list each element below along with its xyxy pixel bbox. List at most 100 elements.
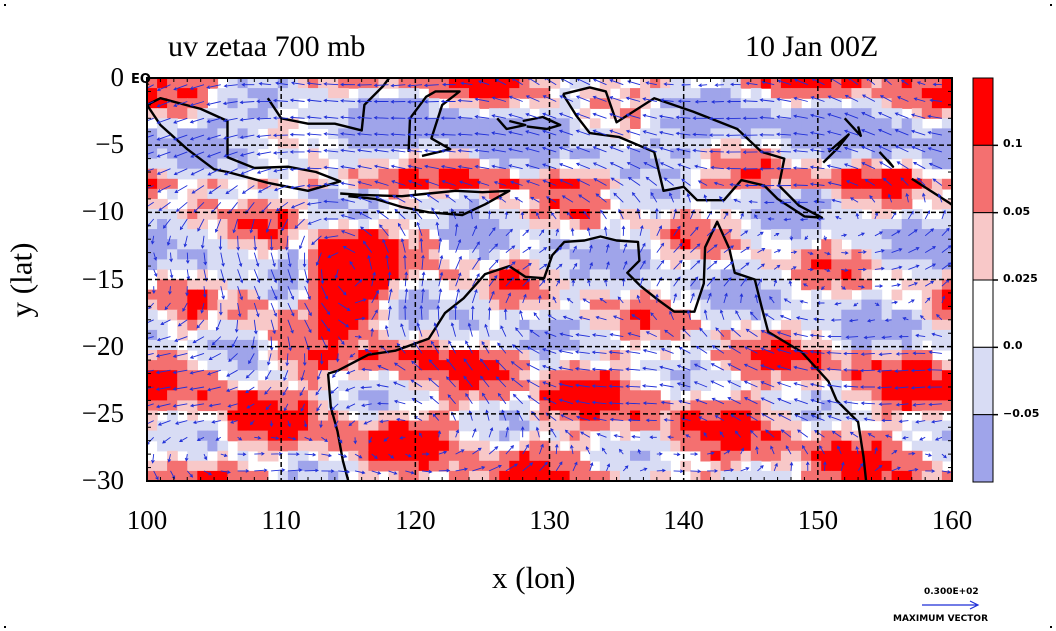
field-cell [680,178,691,190]
field-cell [660,430,671,442]
wind-vector [850,197,859,203]
wind-vector [793,365,808,371]
field-cell [247,390,259,401]
wind-vector [934,436,943,441]
field-cell [348,460,359,472]
field-cell [589,259,601,271]
wind-vector [656,259,665,270]
field-cell [680,420,691,432]
field-cell [579,188,591,200]
field-cell [730,269,742,281]
field-cell [821,239,832,250]
field-cell [881,299,893,311]
wind-vector [895,352,909,356]
field-cell [287,198,299,210]
field-cell [177,470,188,481]
field-cell [489,289,500,301]
wind-vector [522,462,534,472]
field-cell [559,269,571,281]
wind-vector [658,114,674,119]
wind-vector [430,340,440,354]
field-cell [277,118,289,129]
field-cell [267,440,279,452]
wind-vector [156,336,171,342]
field-cell [308,209,319,220]
field-cell [458,370,470,381]
field-cell [710,118,722,129]
field-cell [851,450,863,462]
wind-vector [894,369,909,373]
field-cell [670,269,681,281]
field-cell [358,148,369,160]
field-cell [921,319,933,331]
field-cell [569,239,581,250]
wind-vector [495,359,507,371]
field-cell [750,350,762,361]
field-cell [871,239,883,250]
wind-vector [270,269,278,284]
field-cell [388,168,400,180]
wind-vector [919,315,926,321]
wind-vector [592,146,607,153]
field-cell [157,118,168,129]
wind-vector [792,166,808,170]
field-cell [157,78,168,89]
field-cell [780,279,792,291]
field-cell [891,329,903,341]
field-cell [760,470,772,481]
wind-vector [625,113,641,119]
field-cell [177,289,188,301]
field-cell [901,360,913,371]
wind-vector [826,147,842,153]
field-cell [297,279,309,291]
field-cell [670,198,681,210]
field-cell [388,460,400,472]
wind-vector [749,311,758,321]
field-cell [519,470,530,481]
field-cell [549,279,561,291]
field-cell [640,279,651,291]
field-cell [569,329,581,341]
wind-vector [283,370,289,382]
wind-vector [196,436,205,442]
wind-vector [239,100,255,105]
field-cell [338,339,349,351]
wind-vector [566,297,574,304]
field-cell [821,88,832,99]
field-cell [609,108,621,119]
y-tick-label: 0 [110,62,125,92]
field-cell [740,470,752,481]
field-cell [177,370,188,381]
field-cell [378,360,390,371]
wind-vector [505,277,515,287]
field-cell [831,249,842,260]
field-cell [257,138,269,150]
field-cell [640,360,651,371]
field-cell [157,98,168,109]
field-cell [780,138,792,150]
field-cell [418,299,430,311]
field-cell [287,410,299,422]
wind-vector [173,151,188,158]
field-cell [750,118,762,129]
wind-vector [813,317,825,321]
field-cell [257,430,269,442]
field-cell [539,289,551,301]
wind-vector [931,419,942,424]
wind-vector [719,431,725,438]
wind-vector [642,130,657,136]
field-cell [368,138,380,150]
colorbar-label: −0.05 [1003,406,1040,420]
wind-vector [921,192,926,203]
field-cell [891,178,903,190]
field-cell [207,198,219,210]
wind-vector [763,200,775,205]
wind-vector [589,261,593,270]
field-cell [378,249,390,260]
field-cell [750,98,762,109]
wind-vector [827,334,842,339]
field-cell [287,390,299,401]
field-cell [418,370,430,381]
field-cell [257,400,269,412]
field-cell [710,88,722,99]
